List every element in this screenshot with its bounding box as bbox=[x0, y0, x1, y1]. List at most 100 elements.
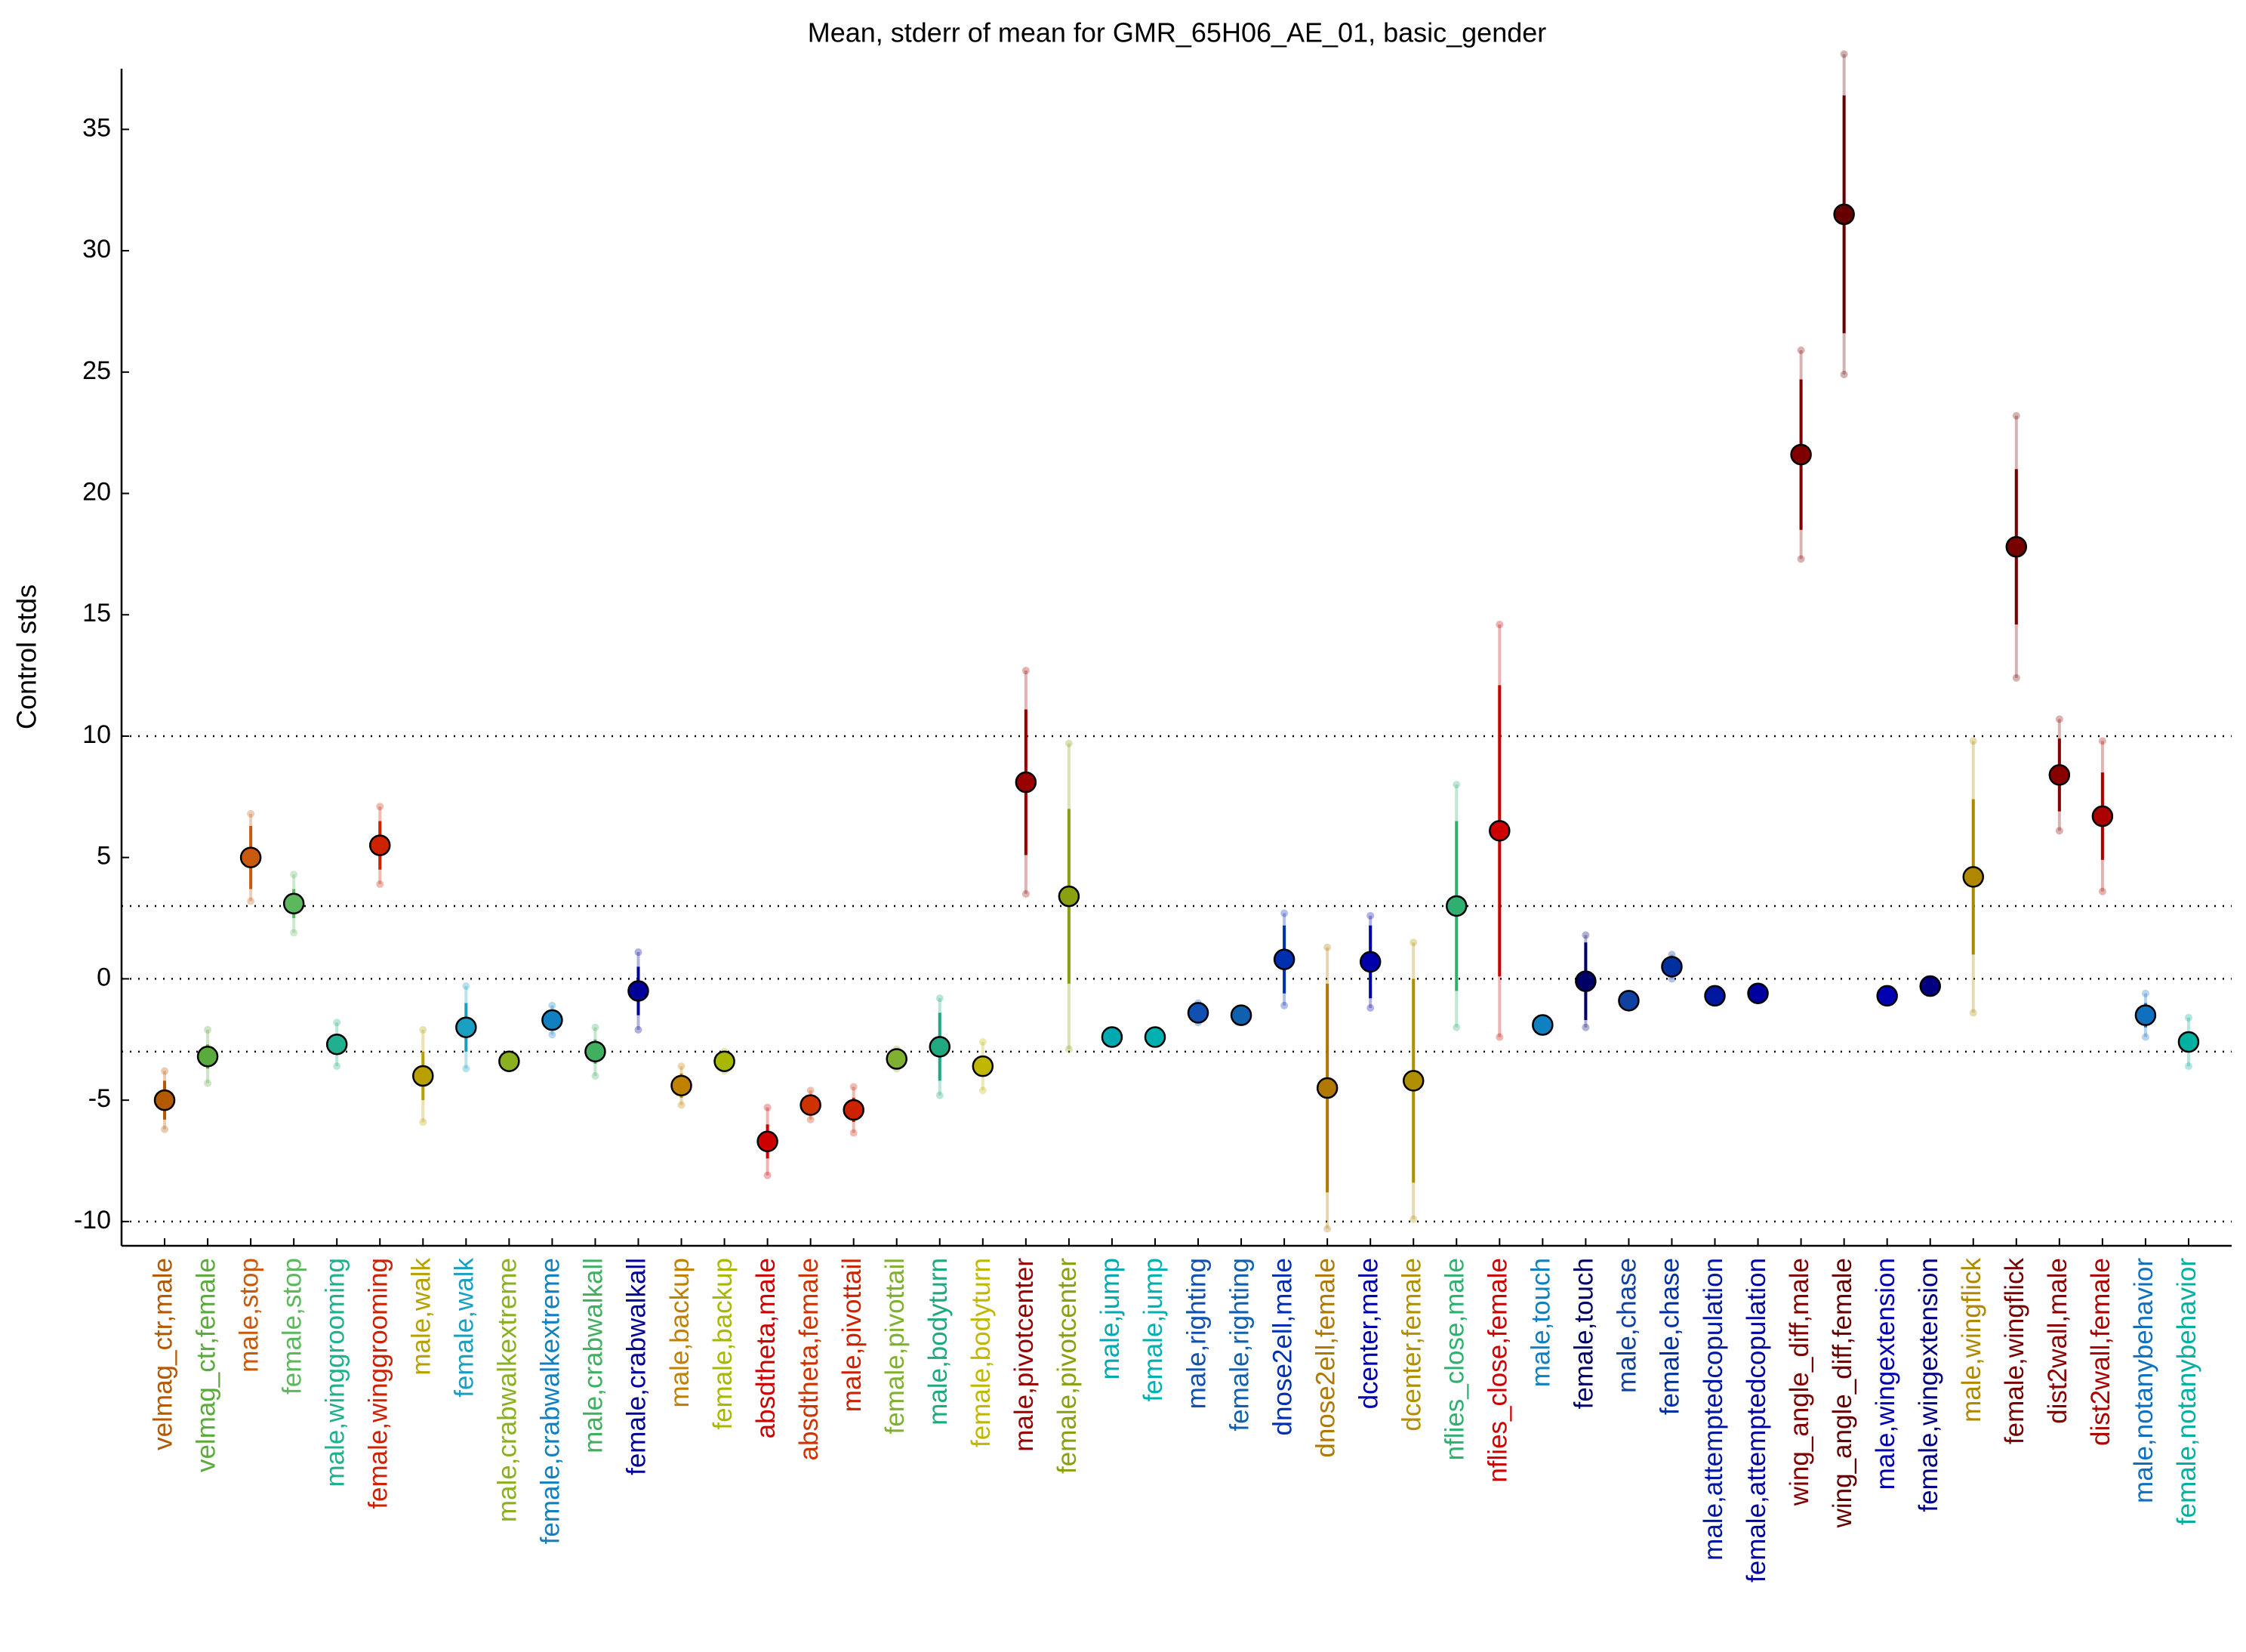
x-tick-label: male,notanybehavior bbox=[2129, 1258, 2158, 1503]
spread-end bbox=[2055, 715, 2063, 723]
spread-end bbox=[462, 1065, 470, 1073]
spread-end bbox=[634, 948, 642, 957]
x-tick-label: male,touch bbox=[1527, 1258, 1556, 1387]
spread-end bbox=[333, 1019, 341, 1027]
x-tick-label: male,righting bbox=[1182, 1258, 1211, 1409]
mean-marker bbox=[1359, 951, 1382, 973]
mean-marker bbox=[1790, 443, 1812, 466]
spread-end bbox=[1496, 1033, 1504, 1041]
x-tick-label: wing_angle_diff,male bbox=[1785, 1258, 1814, 1506]
x-tick-label: nflies_close,female bbox=[1483, 1258, 1513, 1483]
mean-marker bbox=[713, 1050, 735, 1072]
y-tick-label: 5 bbox=[97, 842, 111, 871]
x-tick-label: male,jump bbox=[1095, 1258, 1125, 1379]
spread-end bbox=[2184, 1062, 2192, 1071]
mean-marker bbox=[1015, 771, 1037, 794]
spread-end bbox=[634, 1025, 642, 1034]
x-tick-label: male,wingextension bbox=[1871, 1258, 1900, 1490]
mean-marker bbox=[239, 846, 262, 868]
mean-marker bbox=[541, 1009, 563, 1031]
chart-title: Mean, stderr of mean for GMR_65H06_AE_01… bbox=[808, 17, 1547, 48]
y-tick-label: 30 bbox=[82, 235, 111, 264]
spread-end bbox=[1969, 1009, 1977, 1017]
spread-end bbox=[1797, 555, 1805, 563]
mean-marker bbox=[1618, 990, 1640, 1012]
x-tick-label: female,wingextension bbox=[1914, 1258, 1943, 1512]
x-tick-label: male,chase bbox=[1613, 1258, 1642, 1393]
mean-marker bbox=[1876, 985, 1898, 1007]
mean-marker bbox=[282, 892, 305, 915]
x-tick-label: male,winggrooming bbox=[320, 1258, 350, 1487]
mean-marker bbox=[1316, 1077, 1339, 1099]
mean-marker bbox=[1575, 970, 1597, 992]
mean-marker bbox=[498, 1050, 520, 1072]
mean-marker bbox=[153, 1089, 176, 1111]
spread-end bbox=[2141, 989, 2149, 997]
mean-marker bbox=[1661, 956, 1683, 978]
spread-end bbox=[376, 880, 384, 889]
x-tick-label: absdtheta,female bbox=[794, 1258, 824, 1461]
mean-marker bbox=[1230, 1004, 1252, 1026]
x-tick-label: male,pivottail bbox=[837, 1258, 867, 1412]
spread-end bbox=[1969, 737, 1977, 745]
spread-end bbox=[2098, 887, 2106, 895]
spread-end bbox=[161, 1125, 169, 1133]
spread-end bbox=[2184, 1013, 2192, 1022]
spread-end bbox=[204, 1025, 212, 1034]
x-tick-label: male,backup bbox=[665, 1258, 695, 1407]
x-tick-label: nflies_close,male bbox=[1440, 1258, 1470, 1460]
spread-end bbox=[849, 1129, 858, 1137]
mean-marker bbox=[627, 980, 649, 1002]
x-tick-label: female,notanybehavior bbox=[2172, 1258, 2201, 1525]
mean-marker bbox=[1058, 885, 1080, 908]
x-tick-label: male,crabwalkall bbox=[579, 1258, 608, 1453]
spread-end bbox=[1797, 346, 1805, 354]
x-tick-label: dnose2ell,female bbox=[1311, 1258, 1340, 1458]
x-tick-label: female,pivotcenter bbox=[1052, 1258, 1082, 1474]
spread-end bbox=[462, 982, 470, 991]
x-tick-label: male,attemptedcopulation bbox=[1699, 1258, 1728, 1561]
spread-end bbox=[935, 1091, 944, 1099]
y-tick-label: 25 bbox=[82, 356, 111, 385]
x-tick-label: female,crabwalkall bbox=[622, 1258, 652, 1475]
mean-marker bbox=[1919, 975, 1941, 997]
x-tick-label: velmag_ctr,male bbox=[148, 1258, 177, 1450]
y-tick-label: 20 bbox=[82, 478, 111, 507]
x-tick-label: female,chase bbox=[1656, 1258, 1685, 1415]
spread-end bbox=[677, 1062, 686, 1071]
x-tick-label: male,bodyturn bbox=[923, 1258, 953, 1425]
mean-marker bbox=[412, 1065, 434, 1087]
mean-marker bbox=[1489, 820, 1511, 842]
mean-marker bbox=[1144, 1026, 1166, 1048]
spread-end bbox=[1064, 1045, 1073, 1053]
x-tick-label: female,stop bbox=[277, 1258, 307, 1395]
x-tick-label: female,jump bbox=[1138, 1258, 1168, 1402]
spread-end bbox=[290, 929, 298, 937]
mean-marker bbox=[670, 1074, 692, 1097]
spread-end bbox=[2055, 827, 2063, 835]
x-tick-label: female,winggrooming bbox=[363, 1258, 393, 1509]
spread-end bbox=[591, 1023, 599, 1031]
x-tick-label: female,wingflick bbox=[2000, 1258, 2029, 1445]
x-tick-label: female,pivottail bbox=[880, 1258, 910, 1434]
mean-marker bbox=[584, 1040, 606, 1063]
mean-marker bbox=[2048, 764, 2071, 786]
y-tick-label: 15 bbox=[82, 599, 111, 627]
x-tick-label: male,crabwalkextreme bbox=[493, 1258, 522, 1522]
spread-end bbox=[333, 1062, 341, 1071]
spread-end bbox=[1582, 1023, 1590, 1031]
x-tick-label: female,attemptedcopulation bbox=[1742, 1258, 1771, 1583]
x-tick-label: female,bodyturn bbox=[966, 1258, 996, 1447]
spread-end bbox=[1840, 371, 1848, 379]
spread-end bbox=[2098, 737, 2106, 745]
x-tick-label: dist2wall,male bbox=[2043, 1258, 2072, 1424]
spread-end bbox=[1496, 621, 1504, 629]
spread-end bbox=[548, 1031, 556, 1039]
spread-end bbox=[1410, 938, 1418, 947]
mean-marker bbox=[1704, 985, 1726, 1007]
spread-end bbox=[1366, 911, 1375, 920]
mean-marker bbox=[1446, 895, 1468, 917]
spread-end bbox=[849, 1083, 858, 1091]
x-tick-label: female,touch bbox=[1570, 1258, 1599, 1409]
